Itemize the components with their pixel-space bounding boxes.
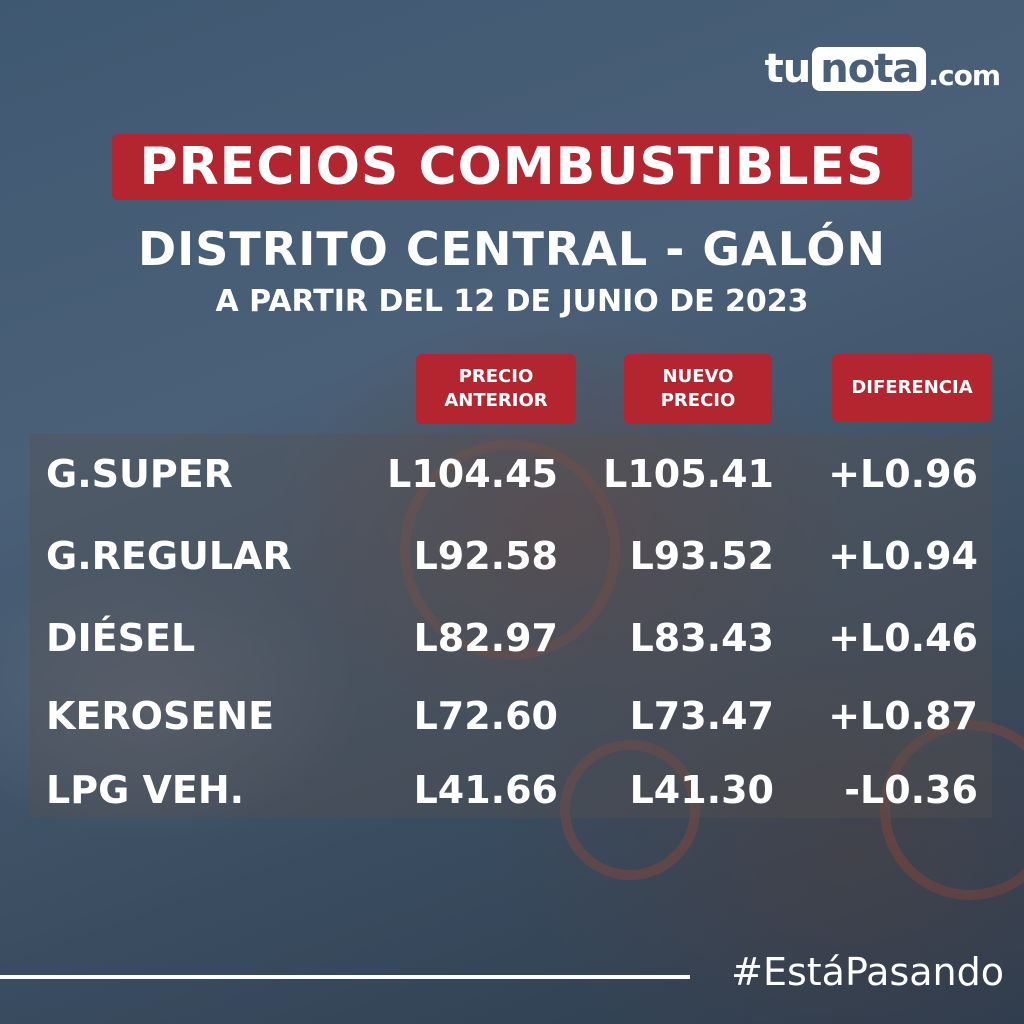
column-header-previous-price: PRECIO ANTERIOR	[416, 354, 576, 424]
table-row: G.REGULAR L92.58 L93.52 +L0.94	[0, 522, 1024, 602]
decorative-wheel	[880, 720, 1024, 900]
column-header-text: PRECIO	[660, 390, 736, 411]
new-price: L93.52	[629, 534, 774, 578]
previous-price: L104.45	[387, 452, 558, 496]
price-table	[30, 434, 992, 818]
fuel-name: G.REGULAR	[46, 534, 292, 578]
logo-text: .com	[928, 59, 1001, 92]
table-row: DIÉSEL L82.97 L83.43 +L0.46	[0, 604, 1024, 684]
page-title: PRECIOS COMBUSTIBLES	[139, 137, 885, 197]
fuel-name: KEROSENE	[46, 694, 275, 738]
new-price: L73.47	[629, 694, 774, 738]
column-header-text: DIFERENCIA	[851, 377, 973, 398]
price-difference: +L0.87	[828, 694, 978, 738]
logo-text: nota	[812, 47, 927, 91]
column-header-text: NUEVO	[662, 366, 734, 387]
footer-divider	[0, 975, 690, 979]
table-row: KEROSENE L72.60 L73.47 +L0.87	[0, 682, 1024, 762]
price-difference: -L0.36	[844, 768, 978, 812]
column-header-new-price: NUEVO PRECIO	[624, 354, 772, 424]
previous-price: L92.58	[413, 534, 558, 578]
new-price: L105.41	[603, 452, 774, 496]
decorative-wheel	[400, 440, 620, 660]
title-banner: PRECIOS COMBUSTIBLES	[112, 134, 912, 200]
decorative-wheel	[560, 740, 700, 880]
column-header-difference: DIFERENCIA	[832, 354, 992, 422]
column-header-text: ANTERIOR	[444, 390, 548, 411]
page-subtitle: DISTRITO CENTRAL - GALÓN	[138, 222, 886, 276]
fuel-name: G.SUPER	[46, 452, 233, 496]
previous-price: L72.60	[413, 694, 558, 738]
price-difference: +L0.94	[828, 534, 978, 578]
table-row: LPG VEH. L41.66 L41.30 -L0.36	[0, 756, 1024, 836]
hashtag: #EstáPasando	[731, 950, 1004, 994]
logo-text: tu	[764, 46, 812, 92]
fuel-name: LPG VEH.	[46, 768, 245, 812]
price-difference: +L0.46	[828, 616, 978, 660]
new-price: L41.30	[629, 768, 774, 812]
previous-price: L82.97	[413, 616, 558, 660]
new-price: L83.43	[629, 616, 774, 660]
previous-price: L41.66	[413, 768, 558, 812]
price-difference: +L0.96	[828, 452, 978, 496]
fuel-name: DIÉSEL	[46, 616, 196, 660]
effective-date: A PARTIR DEL 12 DE JUNIO DE 2023	[215, 284, 809, 319]
tunota-logo: tu nota .com	[764, 44, 1001, 94]
column-header-text: PRECIO	[458, 366, 534, 387]
table-row: G.SUPER L104.45 L105.41 +L0.96	[0, 440, 1024, 520]
